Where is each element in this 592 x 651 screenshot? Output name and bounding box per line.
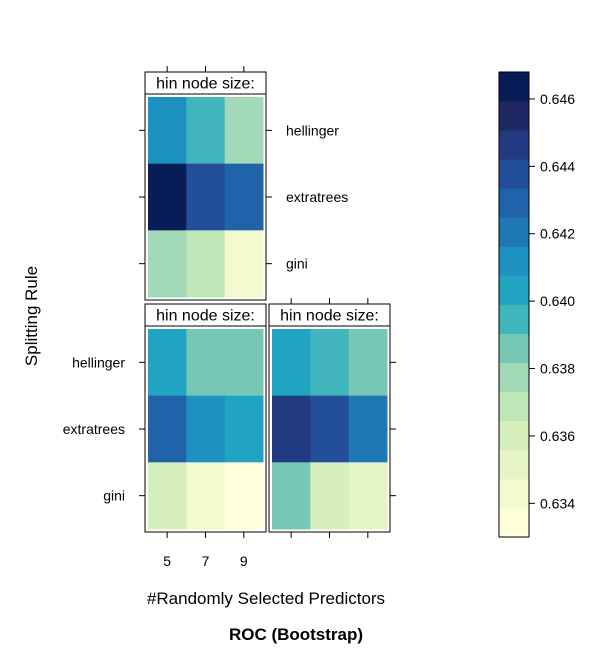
- x-tick-label: 5: [163, 553, 171, 569]
- colorbar-segment: [499, 449, 529, 480]
- heat-cell-extratrees-5: [272, 395, 311, 463]
- heat-cell-gini-5: [272, 462, 311, 530]
- colorbar-segment: [499, 275, 529, 305]
- colorbar-segment: [499, 333, 529, 364]
- colorbar-segment: [499, 101, 529, 131]
- heat-cell-gini-7: [186, 462, 226, 530]
- heat-cell-hellinger-5: [148, 329, 187, 397]
- heat-cell-hellinger-5: [148, 97, 187, 165]
- panel-strip-label: hin node size:: [156, 76, 255, 93]
- heat-cell-hellinger-9: [224, 329, 264, 397]
- heat-cell-extratrees-9: [224, 395, 264, 463]
- panels-layer: hin node size: hellinger extratrees gini 5 7…: [63, 66, 396, 569]
- y-tick-label-left: hellinger: [72, 354, 125, 370]
- colorbar-tick-label: 0.640: [540, 293, 575, 309]
- colorbar-tick-label: 0.646: [540, 91, 575, 107]
- heat-cell-gini-9: [224, 462, 264, 530]
- colorbar-segment: [499, 420, 529, 451]
- y-tick-label-left: gini: [103, 488, 125, 504]
- heat-cell-hellinger-9: [224, 97, 264, 165]
- chart-title: ROC (Bootstrap): [229, 625, 363, 644]
- colorbar-segment: [499, 304, 529, 334]
- colorbar-segment: [499, 507, 529, 538]
- panel-bottom-right: hin node size:: [268, 298, 396, 538]
- heat-cell-hellinger-7: [310, 329, 350, 397]
- colorbar-segment: [499, 362, 529, 393]
- colorbar-segment: [499, 246, 529, 276]
- panel-strip-label: hin node size:: [156, 308, 255, 325]
- colorbar-segment: [499, 130, 529, 160]
- y-tick-label-right: hellinger: [286, 122, 339, 138]
- heat-cell-extratrees-7: [186, 163, 226, 231]
- heat-cell-extratrees-9: [224, 163, 264, 231]
- colorbar-tick-label: 0.644: [540, 158, 575, 174]
- panel-top-left: hin node size: hellinger extratrees gini: [139, 66, 348, 301]
- colorbar-border: [498, 71, 530, 538]
- heat-cell-extratrees-7: [186, 395, 226, 463]
- y-tick-label-right: gini: [286, 256, 308, 272]
- heat-cell-hellinger-7: [186, 329, 226, 397]
- x-axis-title: #Randomly Selected Predictors: [147, 589, 385, 608]
- y-tick-label-left: extratrees: [63, 421, 125, 437]
- heat-cell-hellinger-9: [348, 329, 388, 397]
- colorbar-segment: [499, 72, 529, 102]
- heat-cell-gini-5: [148, 230, 187, 298]
- colorbar: 0.634 0.636 0.638 0.640 0.642 0.644 0.646: [498, 71, 575, 538]
- x-tick-label: 9: [240, 553, 248, 569]
- y-axis-title: Splitting Rule: [22, 266, 41, 366]
- colorbar-tick-label: 0.638: [540, 361, 575, 377]
- colorbar-tick-label: 0.636: [540, 428, 575, 444]
- panel-bottom-left: hin node size: hellinger extratrees gini 5 7…: [63, 303, 267, 569]
- y-tick-label-right: extratrees: [286, 189, 348, 205]
- heat-cell-extratrees-5: [148, 395, 187, 463]
- heat-cell-hellinger-7: [186, 97, 226, 165]
- colorbar-tick-label: 0.634: [540, 495, 575, 511]
- colorbar-segment: [499, 188, 529, 218]
- heat-cell-gini-7: [186, 230, 226, 298]
- x-tick-label: 7: [202, 553, 210, 569]
- colorbar-segment: [499, 391, 529, 422]
- heat-cell-gini-5: [148, 462, 187, 530]
- heat-cell-gini-9: [348, 462, 388, 530]
- panel-strip-label: hin node size:: [280, 308, 379, 325]
- colorbar-segment: [499, 159, 529, 189]
- heat-cell-extratrees-9: [348, 395, 388, 463]
- heat-cell-gini-9: [224, 230, 264, 298]
- colorbar-segment: [499, 478, 529, 509]
- colorbar-segment: [499, 217, 529, 247]
- heat-cell-hellinger-5: [272, 329, 311, 397]
- colorbar-tick-label: 0.642: [540, 226, 575, 242]
- heat-cell-gini-7: [310, 462, 350, 530]
- heat-cell-extratrees-7: [310, 395, 350, 463]
- heat-cell-extratrees-5: [148, 163, 187, 231]
